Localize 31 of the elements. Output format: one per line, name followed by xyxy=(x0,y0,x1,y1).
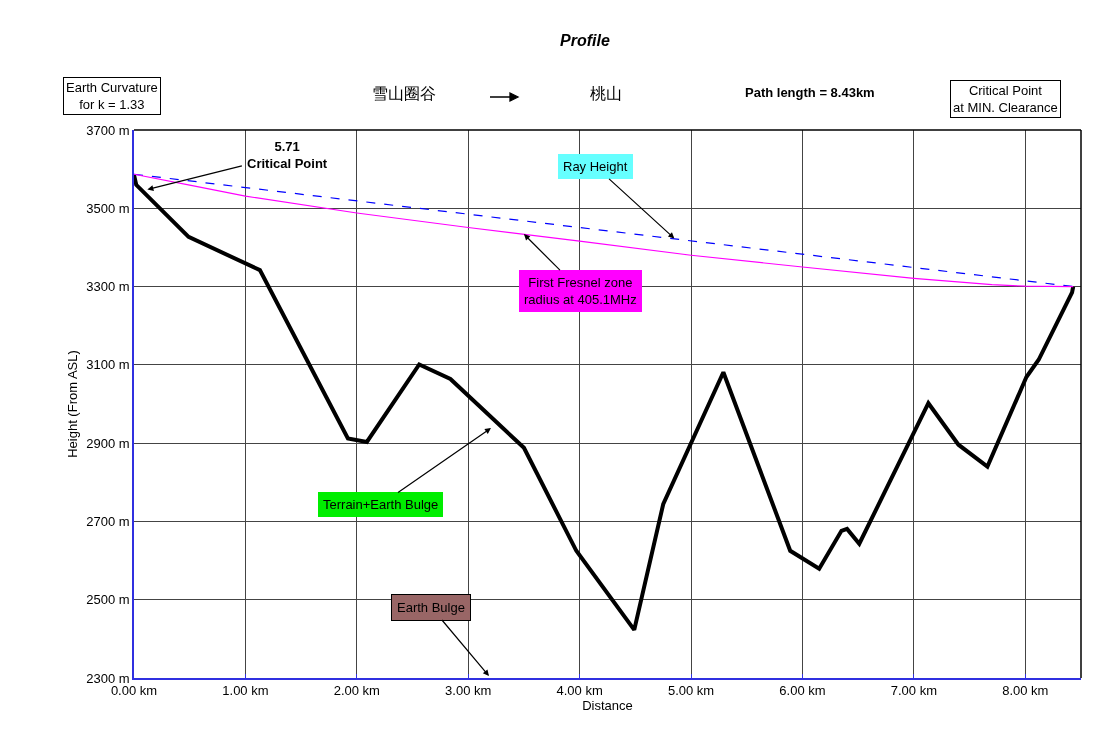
x-tick-label: 8.00 km xyxy=(1002,683,1049,699)
annotation: Terrain+Earth Bulge xyxy=(323,497,439,512)
x-tick-label: 3.00 km xyxy=(445,683,492,699)
y-tick-label: 3700 m xyxy=(86,122,130,138)
x-tick-label: 7.00 km xyxy=(890,683,938,699)
annotation: Ray Height xyxy=(563,159,628,174)
x-tick-label: 1.00 km xyxy=(222,683,269,699)
y-tick-label: 2900 m xyxy=(86,435,130,451)
y-tick-label: 2300 m xyxy=(86,670,130,686)
annotation: 5.71 Critical Point xyxy=(247,139,328,171)
text: Path length = 8.43km xyxy=(745,85,875,100)
y-tick-label: 3100 m xyxy=(86,357,130,373)
y-tick-label: 2500 m xyxy=(86,592,130,608)
x-tick-label: 4.00 km xyxy=(556,683,603,699)
x-tick-label: 6.00 km xyxy=(779,683,826,699)
text: Earth Curvature for k = 1.33 xyxy=(66,80,158,112)
text: 桃山 xyxy=(590,85,622,102)
x-tick-label: 5.00 km xyxy=(667,683,715,699)
y-tick-label: 3300 m xyxy=(86,279,130,295)
x-tick-label: 0.00 km xyxy=(110,683,158,699)
annotation: First Fresnel zone radius at 405.1MHz xyxy=(524,275,637,307)
x-tick-label: 2.00 km xyxy=(333,683,380,699)
line-series xyxy=(134,173,1076,632)
y-axis-title: Height (From ASL) xyxy=(64,350,80,458)
y-tick-label: 2700 m xyxy=(86,513,130,529)
text: Critical Point at MIN. Clearance xyxy=(953,83,1058,115)
annotation: Earth Bulge xyxy=(397,600,465,615)
y-tick-label: 3500 m xyxy=(86,200,130,216)
x-axis-title: Distance xyxy=(582,698,633,714)
chart-title: Profile xyxy=(560,31,610,49)
text: 雪山圈谷 xyxy=(372,85,436,102)
